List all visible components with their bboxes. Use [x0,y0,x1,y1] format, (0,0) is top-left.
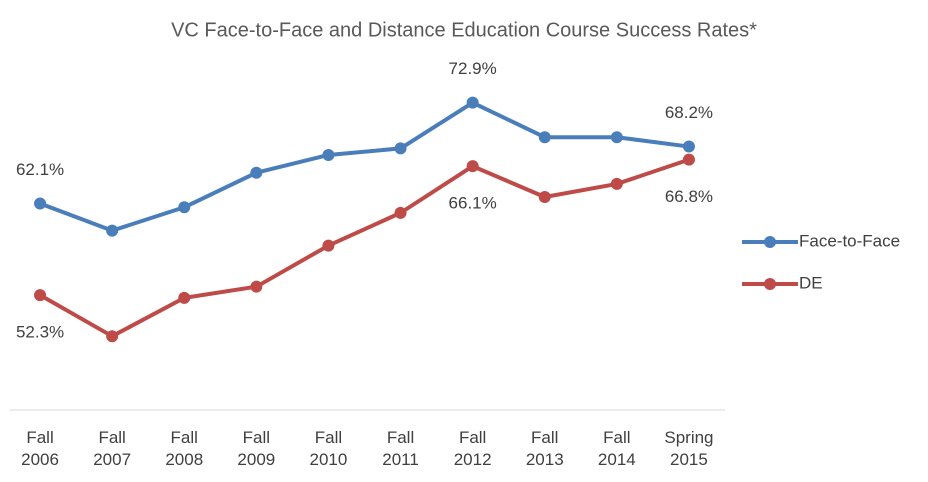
data-label: 68.2% [665,103,713,122]
data-point [106,330,119,343]
legend-marker [764,236,776,248]
series-line [39,100,690,233]
x-tick-label: Fall 2013 [525,428,564,469]
legend-marker [764,278,776,290]
data-point [322,239,335,252]
x-tick-label: Fall 2012 [453,428,492,469]
data-point [682,140,695,153]
data-label: 66.1% [449,194,497,213]
data-point [394,142,407,155]
data-point [250,166,263,179]
data-point [394,206,407,219]
data-point [34,289,47,302]
legend-label: DE [799,273,823,292]
data-point [538,191,551,203]
data-point [322,148,335,161]
data-point [34,197,47,210]
data-point [466,96,479,109]
data-label: 52.3% [16,323,64,342]
x-tick-label: Fall 2014 [597,428,636,469]
data-label: 66.8% [665,187,713,206]
data-point [178,291,191,304]
data-point [250,280,263,293]
data-point [538,131,551,144]
data-point [466,160,479,173]
data-point [682,153,695,166]
data-point [106,224,119,237]
x-tick-label: Spring 2015 [664,428,714,469]
data-point [610,177,623,190]
data-point [178,201,191,214]
x-tick-label: Fall 2007 [93,428,132,469]
data-label: 62.1% [16,160,64,179]
x-tick-label: Fall 2008 [165,428,204,469]
x-tick-label: Fall 2011 [382,428,419,469]
chart-title: VC Face-to-Face and Distance Education C… [171,19,757,41]
x-tick-label: Fall 2009 [237,428,276,469]
series-line [39,157,690,339]
legend-label: Face-to-Face [799,231,900,250]
data-label: 72.9% [449,59,497,78]
x-tick-label: Fall 2006 [21,428,59,469]
data-point [610,131,623,144]
x-tick-label: Fall 2010 [309,428,348,469]
